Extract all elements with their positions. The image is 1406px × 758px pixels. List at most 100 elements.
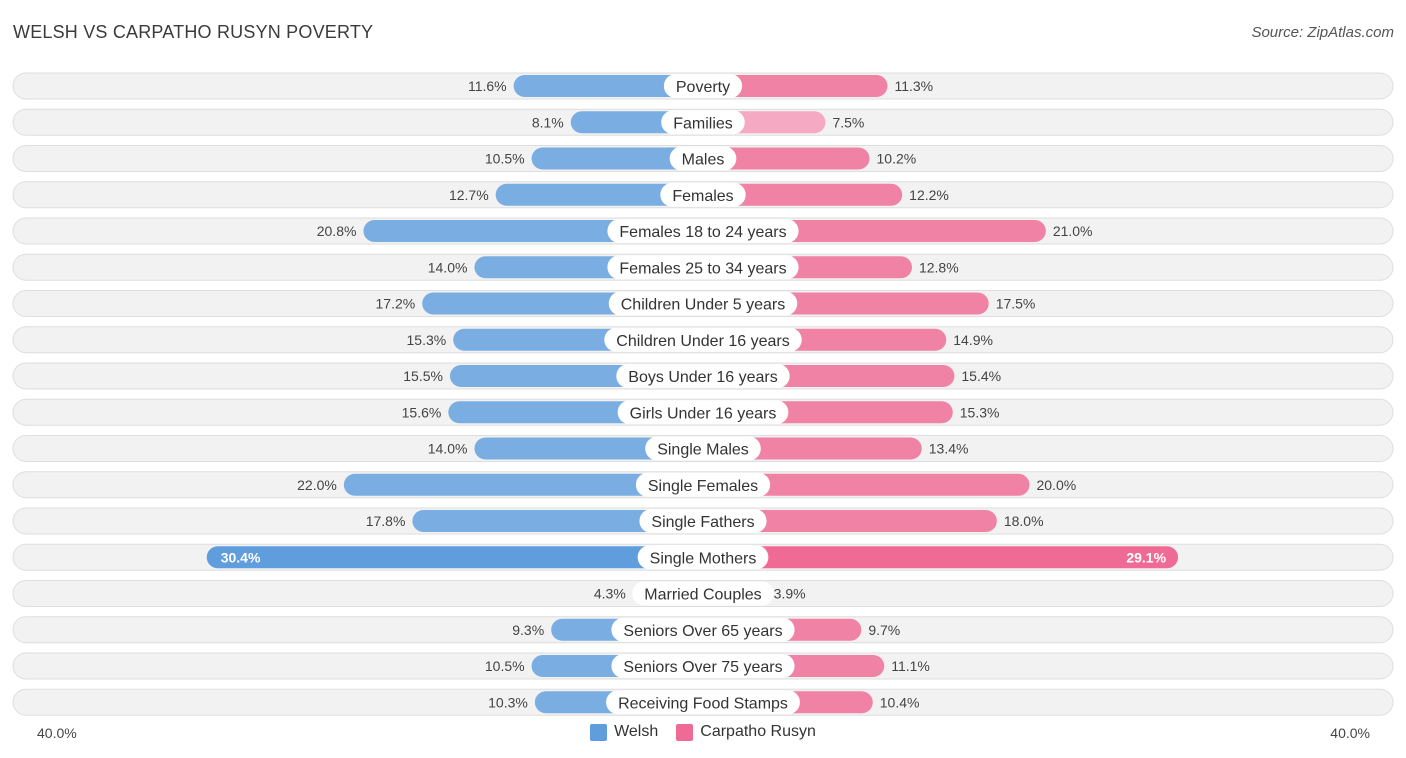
source-note: Source: ZipAtlas.com (1251, 24, 1394, 41)
category-label: Children Under 16 years (616, 333, 789, 350)
bar-welsh[interactable] (343, 473, 703, 496)
legend: Welsh Carpatho Rusyn (0, 723, 1406, 741)
chart-row: 10.3% 10.4% Receiving Food Stamps (12, 688, 1394, 716)
legend-label-welsh: Welsh (614, 723, 659, 740)
value-label-carpatho-rusyn: 11.1% (891, 658, 930, 674)
category-label: Married Couples (644, 587, 761, 604)
chart-row: 12.7% 12.2% Females (12, 181, 1394, 209)
axis-right-label: 40.0% (1330, 725, 1370, 741)
value-label-welsh: 22.0% (297, 477, 337, 493)
chart-title: WELSH VS CARPATHO RUSYN POVERTY (13, 22, 374, 42)
value-label-welsh: 14.0% (428, 441, 468, 457)
category-label: Females 18 to 24 years (619, 224, 786, 241)
category-label: Poverty (676, 79, 730, 96)
category-pill (637, 545, 769, 570)
legend-item-rusyn[interactable]: Carpatho Rusyn (676, 723, 816, 741)
value-label-carpatho-rusyn: 17.5% (996, 296, 1036, 312)
chart-row: 11.6% 11.3% Poverty (12, 72, 1394, 100)
bar-welsh[interactable] (412, 510, 703, 532)
legend-item-welsh[interactable]: Welsh (590, 723, 658, 741)
value-label-welsh: 9.3% (512, 622, 544, 638)
category-label: Single Males (657, 442, 749, 459)
chart-row: 9.3% 9.7% Seniors Over 65 years (12, 616, 1394, 644)
category-pill (607, 255, 799, 280)
value-label-welsh: 15.3% (407, 332, 447, 348)
chart-row: 8.1% 7.5% Families (12, 108, 1394, 136)
chart-row: 20.8% 21.0% Females 18 to 24 years (12, 217, 1394, 245)
chart-row: 17.2% 17.5% Children Under 5 years (12, 290, 1394, 317)
category-pill (617, 400, 789, 425)
value-label-carpatho-rusyn: 10.2% (877, 151, 917, 167)
bar-carpatho-rusyn[interactable] (703, 183, 903, 206)
chart-row: 15.6% 15.3% Girls Under 16 years (12, 398, 1394, 426)
value-label-carpatho-rusyn: 10.4% (880, 694, 920, 710)
chart-row: 15.3% 14.9% Children Under 16 years (12, 326, 1394, 354)
category-pill (669, 146, 737, 171)
value-label-welsh: 20.8% (317, 223, 357, 239)
value-label-welsh: 10.3% (488, 694, 528, 710)
category-label: Males (682, 152, 725, 169)
bar-welsh[interactable] (474, 437, 703, 460)
value-label-carpatho-rusyn: 20.0% (1037, 477, 1077, 493)
value-label-welsh: 4.3% (594, 586, 626, 602)
category-pill (660, 182, 746, 207)
value-label-carpatho-rusyn: 14.9% (953, 332, 993, 348)
category-pill (611, 617, 795, 642)
value-label-carpatho-rusyn: 12.2% (909, 187, 949, 203)
category-label: Girls Under 16 years (630, 405, 777, 422)
value-label-welsh: 15.5% (403, 368, 443, 384)
category-pill (616, 364, 790, 388)
value-label-welsh: 12.7% (449, 187, 489, 203)
axis-left-label: 40.0% (37, 725, 77, 741)
value-label-welsh: 17.8% (366, 513, 406, 529)
category-pill (607, 219, 799, 243)
category-pill (608, 291, 798, 316)
value-label-welsh: 30.4% (221, 549, 261, 565)
category-pill (604, 327, 802, 352)
category-label: Females 25 to 34 years (619, 260, 786, 277)
bar-carpatho-rusyn[interactable] (703, 147, 870, 170)
value-label-carpatho-rusyn: 18.0% (1004, 513, 1044, 529)
category-label: Single Fathers (651, 514, 754, 531)
category-label: Families (673, 115, 733, 132)
bar-carpatho-rusyn[interactable] (703, 75, 888, 97)
chart-row: 30.4% 29.1% Single Mothers (12, 543, 1394, 571)
category-pill (611, 654, 795, 678)
chart-row: 10.5% 10.2% Males (12, 145, 1394, 172)
category-pill (635, 472, 771, 497)
bar-carpatho-rusyn[interactable] (703, 510, 997, 532)
value-label-carpatho-rusyn: 7.5% (832, 114, 864, 130)
chart-row: 22.0% 20.0% Single Females (12, 471, 1394, 499)
bar-carpatho-rusyn[interactable] (703, 473, 1030, 496)
value-label-carpatho-rusyn: 21.0% (1053, 223, 1093, 239)
category-pill (639, 509, 767, 533)
value-label-carpatho-rusyn: 29.1% (1126, 549, 1166, 565)
category-label: Females (672, 188, 733, 205)
category-label: Receiving Food Stamps (618, 695, 788, 712)
chart-row: 10.5% 11.1% Seniors Over 75 years (12, 652, 1394, 680)
bar-welsh[interactable] (513, 75, 703, 97)
category-label: Single Females (648, 478, 758, 495)
chart-row: 14.0% 13.4% Single Males (12, 435, 1394, 462)
chart-row: 14.0% 12.8% Females 25 to 34 years (12, 253, 1394, 281)
value-label-carpatho-rusyn: 12.8% (919, 259, 959, 275)
value-label-welsh: 10.5% (485, 151, 525, 167)
bar-welsh[interactable] (206, 546, 703, 569)
bar-welsh[interactable] (531, 147, 703, 170)
bar-welsh[interactable] (495, 183, 703, 206)
value-label-carpatho-rusyn: 9.7% (868, 622, 900, 638)
bar-carpatho-rusyn[interactable] (703, 546, 1179, 569)
value-label-carpatho-rusyn: 13.4% (929, 441, 969, 457)
legend-label-rusyn: Carpatho Rusyn (700, 723, 816, 740)
category-pill (606, 690, 800, 715)
chart-row: 4.3% 3.9% Married Couples (12, 580, 1394, 607)
value-label-welsh: 14.0% (428, 259, 468, 275)
category-label: Boys Under 16 years (628, 369, 777, 386)
value-label-welsh: 10.5% (485, 658, 525, 674)
category-pill (663, 74, 743, 98)
category-pill (661, 110, 745, 135)
category-label: Single Mothers (650, 550, 757, 567)
category-label: Children Under 5 years (621, 297, 786, 314)
value-label-carpatho-rusyn: 15.4% (961, 368, 1001, 384)
